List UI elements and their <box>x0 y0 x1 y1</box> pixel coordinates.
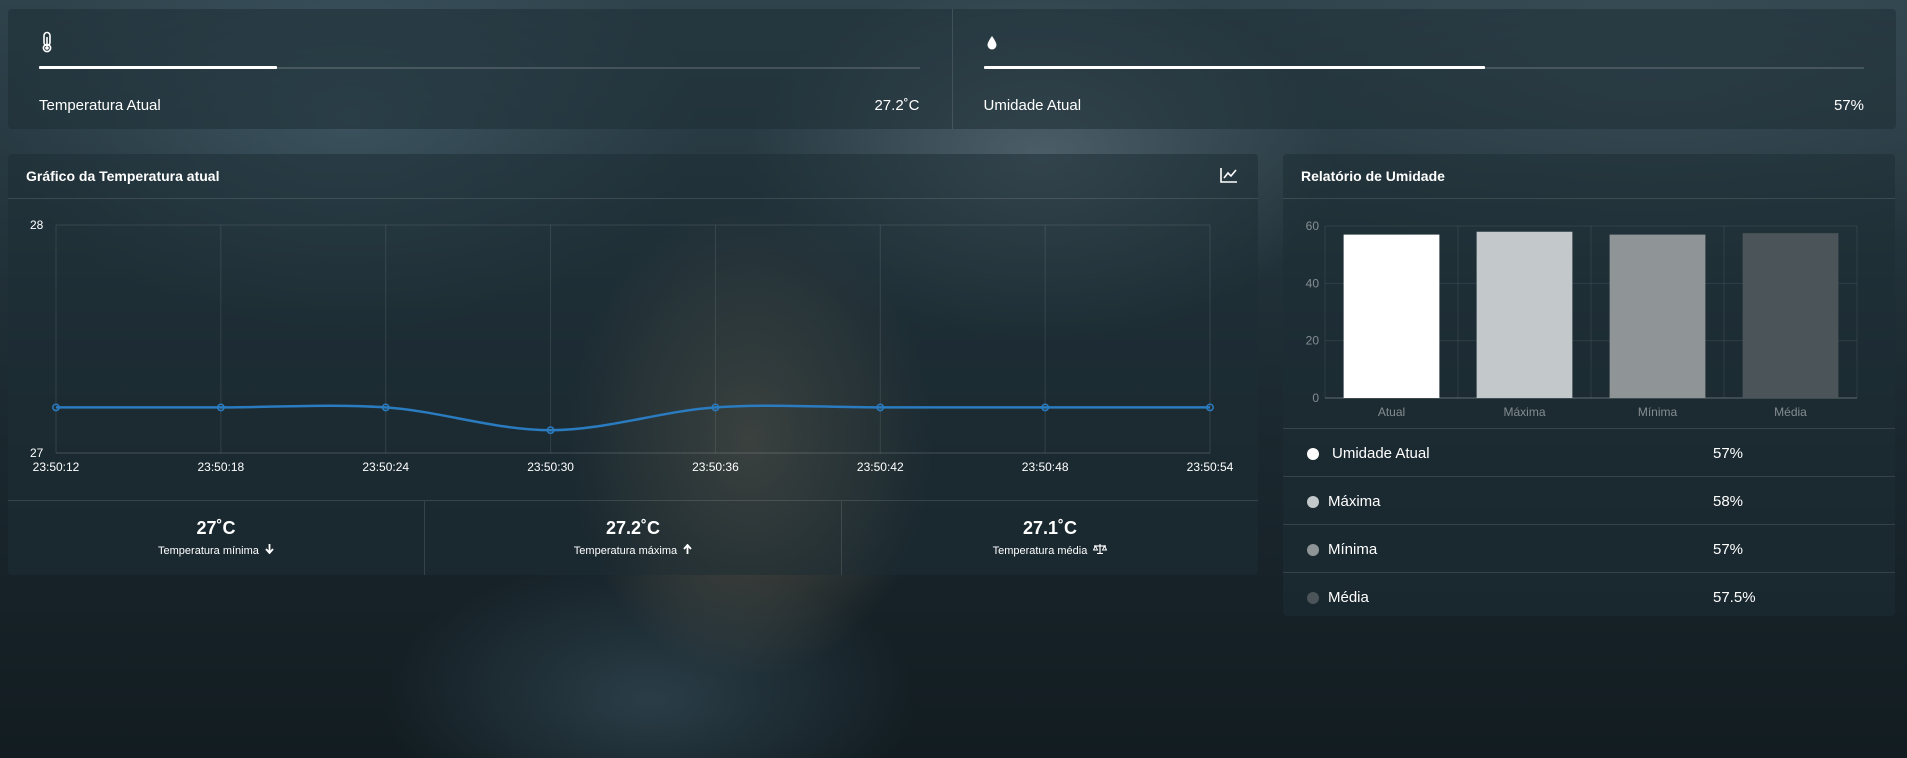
bar-category-label: Média <box>1774 405 1807 419</box>
temperature-series-line <box>56 404 1210 432</box>
x-tick-label: 23:50:12 <box>33 460 80 474</box>
temperature-stat: Temperatura Atual 27.2˚C <box>8 9 952 129</box>
bar-category-label: Mínima <box>1638 405 1678 419</box>
legend-dot <box>1307 496 1319 508</box>
x-tick-label: 23:50:48 <box>1022 460 1069 474</box>
arrow-down-icon <box>265 544 274 554</box>
x-tick-label: 23:50:24 <box>362 460 409 474</box>
bar-y-tick-label: 0 <box>1312 391 1319 405</box>
summary-min: 27˚C Temperatura mínima <box>8 501 424 575</box>
legend-item-value: 57% <box>1713 541 1744 558</box>
temperature-line-chart: 27 28 23:50:12 23:50:18 23:50:24 23:50:30 23:5… <box>8 200 1258 501</box>
legend-item-value: 57% <box>1713 445 1744 462</box>
bar-category-label: Atual <box>1378 405 1405 419</box>
legend-item-value: 57.5% <box>1713 589 1756 606</box>
arrow-up-icon <box>683 544 692 554</box>
temperature-chart-card: Gráfico da Temperatura atual 27 28 23:50:1… <box>8 154 1258 575</box>
water-drop-icon <box>987 36 996 50</box>
bar-y-tick-label: 40 <box>1306 276 1320 290</box>
legend-dot <box>1307 592 1319 604</box>
summary-max-label: Temperatura máxima <box>573 545 678 557</box>
temperature-progress-fill <box>39 66 277 69</box>
legend-item-minima: Mínima 57% <box>1283 524 1895 572</box>
x-tick-label: 23:50:18 <box>197 460 244 474</box>
bar-y-tick-label: 20 <box>1306 334 1320 348</box>
temperature-data-point <box>546 426 555 435</box>
legend-dot <box>1307 448 1319 460</box>
temperature-data-point <box>216 403 225 412</box>
temperature-line-chart-svg: 27 28 23:50:12 23:50:18 23:50:24 23:50:30 23:5… <box>30 218 1234 474</box>
humidity-bar <box>1609 234 1706 398</box>
humidity-label: Umidade Atual <box>983 97 1082 114</box>
summary-min-value: 27˚C <box>196 518 236 538</box>
humidity-bar <box>1742 233 1839 398</box>
temperature-data-point <box>1206 403 1214 412</box>
temperature-data-point <box>711 403 720 412</box>
temperature-label: Temperatura Atual <box>39 97 161 114</box>
temperature-progress <box>39 66 920 69</box>
temperature-data-point <box>381 403 390 412</box>
y-tick-label: 28 <box>30 218 44 232</box>
x-tick-label: 23:50:42 <box>857 460 904 474</box>
stats-card: Temperatura Atual 27.2˚C Umidade Atual 5… <box>8 9 1896 129</box>
temperature-chart-title: Gráfico da Temperatura atual <box>26 168 220 184</box>
summary-min-label-row: Temperatura mínima <box>8 544 424 557</box>
humidity-report-title: Relatório de Umidade <box>1301 168 1445 184</box>
legend-item-name: Umidade Atual <box>1332 445 1430 462</box>
humidity-progress <box>983 66 1864 69</box>
summary-max-label-row: Temperatura máxima <box>425 544 841 557</box>
x-tick-label: 23:50:36 <box>692 460 739 474</box>
bar-y-tick-label: 60 <box>1306 219 1320 233</box>
humidity-stat: Umidade Atual 57% <box>951 9 1897 129</box>
summary-max-value: 27.2˚C <box>605 518 661 538</box>
legend-item-maxima: Máxima 58% <box>1283 476 1895 524</box>
humidity-progress-fill <box>983 66 1486 69</box>
humidity-report-header: Relatório de Umidade <box>1283 154 1895 199</box>
temperature-value: 27.2˚C <box>874 97 920 114</box>
legend-item-media: Média 57.5% <box>1283 572 1895 620</box>
humidity-legend: Umidade Atual 57% Máxima 58% Mínima 57% … <box>1283 428 1895 620</box>
legend-item-name: Mínima <box>1328 541 1378 558</box>
humidity-value: 57% <box>1833 97 1864 114</box>
summary-avg-label-row: Temperatura média <box>842 544 1258 557</box>
summary-avg-label: Temperatura média <box>992 545 1088 557</box>
temperature-chart-header: Gráfico da Temperatura atual <box>8 154 1258 199</box>
temperature-data-point <box>1041 403 1050 412</box>
x-tick-label: 23:50:30 <box>527 460 574 474</box>
temperature-data-point <box>52 403 60 412</box>
bar-category-label: Máxima <box>1503 405 1545 419</box>
legend-item-atual: Umidade Atual 57% <box>1283 428 1895 476</box>
summary-avg: 27.1˚C Temperatura média <box>841 501 1258 575</box>
x-tick-label: 23:50:54 <box>1187 460 1234 474</box>
summary-min-label: Temperatura mínima <box>158 545 259 557</box>
balance-scale-icon <box>1093 544 1108 554</box>
line-chart-icon[interactable] <box>1220 167 1238 183</box>
y-tick-label: 27 <box>30 446 44 460</box>
humidity-bar <box>1476 231 1573 398</box>
summary-avg-value: 27.1˚C <box>1022 518 1078 538</box>
legend-dot <box>1307 544 1319 556</box>
humidity-bar-chart: 0 20 40 60 Atual Máxima Mínima Média <box>1283 200 1895 428</box>
humidity-bar <box>1343 234 1440 398</box>
thermometer-icon <box>42 31 52 53</box>
summary-max: 27.2˚C Temperatura máxima <box>424 501 841 575</box>
humidity-report-card: Relatório de Umidade 0 20 40 60 Atual Máxima M… <box>1283 154 1895 616</box>
temperature-summary: 27˚C Temperatura mínima 27.2˚C Temperatu… <box>8 500 1258 575</box>
legend-item-value: 58% <box>1713 493 1744 510</box>
temperature-data-point <box>876 403 885 412</box>
humidity-bar-chart-svg: 0 20 40 60 Atual Máxima Mínima Média <box>1306 219 1858 419</box>
legend-item-name: Máxima <box>1328 493 1381 510</box>
legend-item-name: Média <box>1328 589 1369 606</box>
